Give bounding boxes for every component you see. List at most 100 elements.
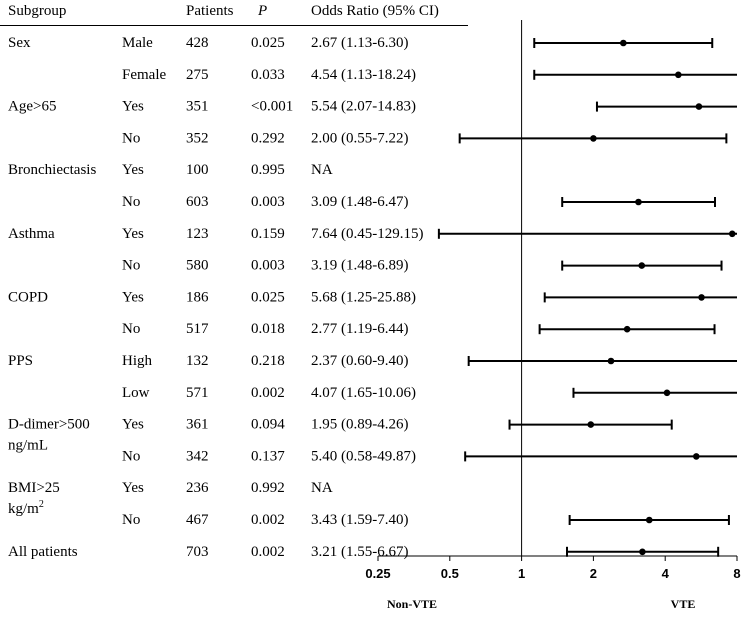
row-odds-ratio: NA	[311, 162, 333, 178]
point-estimate	[663, 389, 671, 397]
row-level-label: Yes	[122, 99, 144, 115]
row-p-value: 0.002	[251, 544, 285, 560]
point-estimate	[692, 453, 700, 460]
row-p-value: 0.218	[251, 353, 285, 369]
x-tick-label: 8	[733, 566, 740, 581]
point-estimate	[607, 357, 615, 365]
x-tick-label: 4	[662, 566, 670, 581]
row-group-label: BMI>25	[8, 480, 60, 496]
row-odds-ratio: 3.19 (1.48-6.89)	[311, 258, 409, 274]
x-tick-label: 1	[518, 566, 525, 581]
row-odds-ratio: 4.54 (1.13-18.24)	[311, 67, 416, 83]
row-odds-ratio: 5.54 (2.07-14.83)	[311, 99, 416, 115]
row-p-value: 0.995	[251, 162, 285, 178]
row-p-value: <0.001	[251, 99, 293, 115]
row-p-value: 0.003	[251, 194, 285, 210]
row-group-label: Age>65	[8, 99, 56, 115]
point-estimate	[635, 198, 642, 206]
row-patients: 361	[186, 417, 209, 433]
row-group-label: All patients	[8, 544, 78, 560]
row-odds-ratio: 3.21 (1.55-6.67)	[311, 544, 409, 560]
row-p-value: 0.002	[251, 512, 285, 528]
row-patients: 352	[186, 130, 209, 146]
row-patients: 571	[186, 385, 209, 401]
table-header: Subgroup Patients P Odds Ratio (95% CI)	[0, 3, 468, 26]
x-tick-label: 0.25	[365, 566, 390, 581]
point-estimate	[623, 325, 631, 333]
row-group-label-line2: kg/m2	[8, 499, 44, 517]
row-odds-ratio: 2.77 (1.19-6.44)	[311, 321, 409, 337]
row-p-value: 0.025	[251, 35, 285, 51]
row-p-value: 0.003	[251, 258, 285, 274]
row-level-label: High	[122, 353, 153, 369]
row-level-label: Low	[122, 385, 150, 401]
row-level-label: Male	[122, 35, 153, 51]
row-odds-ratio: 3.43 (1.59-7.40)	[311, 512, 409, 528]
superscript: 2	[39, 499, 44, 510]
row-patients: 580	[186, 258, 209, 274]
row-p-value: 0.025	[251, 289, 285, 305]
row-level-label: Yes	[122, 480, 144, 496]
x-tick-label: 0.5	[441, 566, 459, 581]
row-patients: 603	[186, 194, 209, 210]
row-odds-ratio: 4.07 (1.65-10.06)	[311, 385, 416, 401]
row-patients: 275	[186, 67, 209, 83]
row-level-label: No	[122, 130, 140, 146]
header-odds-ratio: Odds Ratio (95% CI)	[311, 3, 439, 19]
row-patients: 342	[186, 448, 209, 464]
x-tick-label: 2	[590, 566, 597, 581]
row-p-value: 0.094	[251, 417, 285, 433]
row-patients: 236	[186, 480, 209, 496]
point-estimate	[639, 548, 646, 556]
row-level-label: No	[122, 512, 140, 528]
row-p-value: 0.002	[251, 385, 285, 401]
point-estimate	[698, 294, 705, 301]
row-group-label-line2: ng/mL	[8, 438, 48, 454]
row-patients: 186	[186, 289, 209, 305]
row-p-value: 0.159	[251, 226, 285, 242]
row-level-label: Yes	[122, 162, 144, 178]
point-estimate	[638, 262, 646, 269]
row-group-label: PPS	[8, 353, 33, 369]
header-patients: Patients	[186, 3, 234, 19]
row-group-label: COPD	[8, 289, 48, 305]
row-group-label: D-dimer>500	[8, 417, 90, 433]
row-level-label: Yes	[122, 417, 144, 433]
point-estimate	[587, 421, 595, 428]
row-level-label: No	[122, 194, 140, 210]
row-odds-ratio: 7.64 (0.45-129.15)	[311, 226, 424, 242]
row-patients: 703	[186, 544, 209, 560]
table-rows: Sex Male 428 0.025 2.67 (1.13-6.30) Female 275…	[8, 35, 424, 560]
row-level-label: No	[122, 258, 140, 274]
point-estimate	[675, 71, 682, 79]
row-patients: 467	[186, 512, 209, 528]
side-label-left: Non-VTE	[387, 597, 437, 611]
point-estimate	[728, 230, 736, 238]
row-level-label: Yes	[122, 226, 144, 242]
row-p-value: 0.137	[251, 448, 285, 464]
row-patients: 517	[186, 321, 209, 337]
x-axis: 0.25 0.5 1 2 4 8 Non-VTE VTE	[365, 20, 741, 611]
row-group-label: Asthma	[8, 226, 55, 242]
row-level-label: No	[122, 321, 140, 337]
row-odds-ratio: 2.37 (0.60-9.40)	[311, 353, 409, 369]
row-odds-ratio: NA	[311, 480, 333, 496]
row-odds-ratio: 2.67 (1.13-6.30)	[311, 35, 409, 51]
point-estimate	[590, 135, 597, 142]
row-level-label: Female	[122, 67, 166, 83]
row-odds-ratio: 2.00 (0.55-7.22)	[311, 130, 409, 146]
row-odds-ratio: 5.40 (0.58-49.87)	[311, 448, 416, 464]
header-p: P	[257, 3, 267, 19]
row-odds-ratio: 3.09 (1.48-6.47)	[311, 194, 409, 210]
row-level-label: No	[122, 448, 140, 464]
row-group-label: Bronchiectasis	[8, 162, 96, 178]
row-patients: 428	[186, 35, 209, 51]
row-group-label: Sex	[8, 35, 31, 51]
row-p-value: 0.992	[251, 480, 285, 496]
row-patients: 100	[186, 162, 209, 178]
point-estimate	[695, 103, 703, 110]
row-patients: 132	[186, 353, 209, 369]
row-patients: 351	[186, 99, 209, 115]
side-label-right: VTE	[671, 597, 696, 611]
